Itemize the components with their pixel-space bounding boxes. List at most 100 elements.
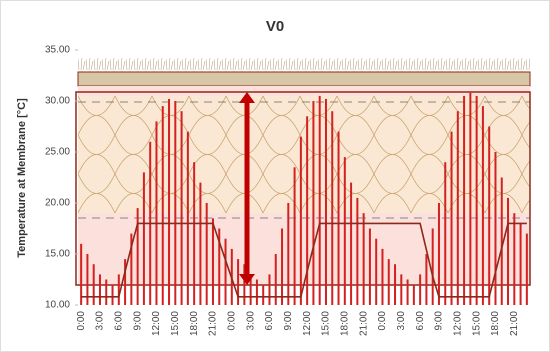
bar <box>249 274 252 305</box>
bar <box>475 95 478 306</box>
bar <box>331 111 334 305</box>
x-tick-label: 18:00 <box>189 311 200 336</box>
bar <box>406 279 409 305</box>
bar <box>237 259 240 305</box>
bar <box>274 254 277 305</box>
bar <box>98 274 101 305</box>
bar <box>324 98 327 306</box>
bar <box>500 177 503 305</box>
y-tick-label: 25.00 <box>45 147 70 158</box>
x-tick-label: 6:00 <box>415 311 426 331</box>
bar <box>318 95 321 306</box>
bar <box>293 167 296 305</box>
bar <box>218 228 221 305</box>
line <box>81 222 527 298</box>
bar <box>481 106 484 305</box>
bar <box>381 248 384 305</box>
bar <box>211 218 214 305</box>
x-tick-label: 3:00 <box>396 311 407 331</box>
y-tick-label: 10.00 <box>45 300 70 311</box>
bar <box>205 203 208 305</box>
bar <box>199 182 202 305</box>
bar <box>387 259 390 305</box>
bar <box>368 228 371 305</box>
x-tick-label: 15:00 <box>471 311 482 336</box>
y-tick-label: 30.00 <box>45 96 70 107</box>
bar <box>412 284 415 305</box>
bar <box>268 274 271 305</box>
bar <box>400 274 403 305</box>
roof-illustration <box>75 58 531 286</box>
span-arrow <box>239 92 255 285</box>
bar <box>444 162 447 305</box>
x-tick-label: 9:00 <box>434 311 445 331</box>
bar <box>431 228 434 305</box>
x-tick-label: 9:00 <box>132 311 143 331</box>
x-tick-label: 12:00 <box>151 311 162 336</box>
bar <box>343 157 346 305</box>
bar <box>224 238 227 305</box>
bar <box>243 264 246 305</box>
x-tick-label: 21:00 <box>358 311 369 336</box>
bar <box>469 92 472 305</box>
x-tick-label: 21:00 <box>509 311 520 336</box>
bar <box>174 101 177 305</box>
bar <box>262 284 265 305</box>
bar <box>507 197 510 305</box>
x-tick-label: 12:00 <box>302 311 313 336</box>
x-tick-label: 0:00 <box>226 311 237 331</box>
bar <box>299 136 302 305</box>
bar <box>168 98 171 306</box>
x-tick-label: 6:00 <box>264 311 275 331</box>
bar <box>105 279 108 305</box>
chart-title: V0 <box>266 18 284 35</box>
bar <box>142 172 145 305</box>
bar <box>463 95 466 306</box>
bar <box>287 203 290 305</box>
bar <box>136 208 139 305</box>
x-tick-label: 0:00 <box>76 311 87 331</box>
x-tick-label: 18:00 <box>490 311 501 336</box>
bar <box>161 106 164 305</box>
x-tick-label: 12:00 <box>452 311 463 336</box>
bar <box>86 254 89 305</box>
bar <box>80 243 83 305</box>
bar <box>111 284 114 305</box>
y-tick-label: 15.00 <box>45 249 70 260</box>
bar <box>155 121 158 306</box>
x-tick-label: 18:00 <box>339 311 350 336</box>
y-tick-label: 35.00 <box>45 45 70 56</box>
bar <box>92 264 95 305</box>
bar <box>519 223 522 305</box>
x-tick-label: 6:00 <box>113 311 124 331</box>
bar <box>488 126 491 305</box>
bar <box>375 238 378 305</box>
bar <box>437 203 440 305</box>
x-tick-label: 0:00 <box>377 311 388 331</box>
bar <box>425 254 428 305</box>
bar <box>180 111 183 305</box>
bar <box>255 279 258 305</box>
y-axis-label: Temperature at Membrane [°C] <box>16 98 28 258</box>
bar <box>513 213 516 305</box>
bar <box>419 274 422 305</box>
x-tick-label: 21:00 <box>208 311 219 336</box>
bar <box>117 274 120 305</box>
bar <box>193 162 196 305</box>
x-tick-label: 9:00 <box>283 311 294 331</box>
bar <box>525 233 528 305</box>
x-tick-label: 3:00 <box>95 311 106 331</box>
bar <box>281 228 284 305</box>
bar <box>494 152 497 305</box>
bar <box>356 197 359 305</box>
bar <box>312 101 315 305</box>
bar <box>456 111 459 305</box>
x-tick-label: 3:00 <box>245 311 256 331</box>
bar <box>124 259 127 305</box>
bar <box>186 131 189 305</box>
bar <box>350 182 353 305</box>
x-tick-label: 15:00 <box>321 311 332 336</box>
bar <box>362 213 365 305</box>
x-tick-label: 15:00 <box>170 311 181 336</box>
bar <box>394 264 397 305</box>
